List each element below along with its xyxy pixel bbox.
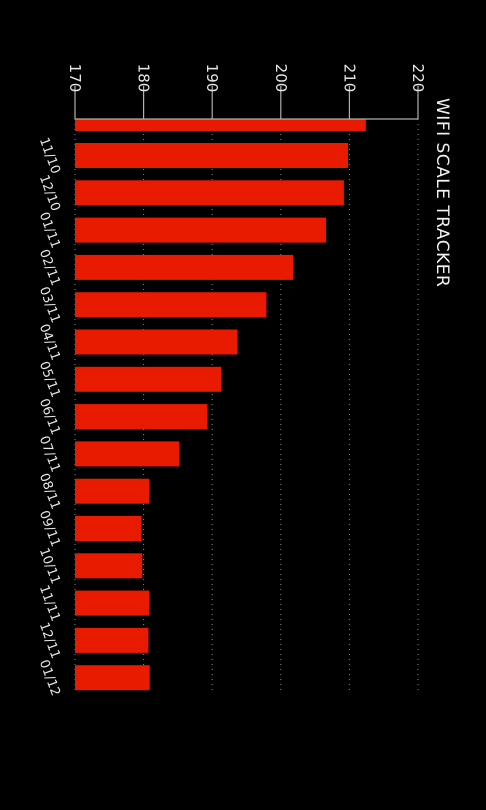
- bar: [75, 627, 149, 653]
- tick-label: 190: [203, 64, 221, 93]
- bar: [75, 292, 267, 318]
- bar: [74, 119, 366, 131]
- bar: [74, 665, 150, 691]
- bar: [74, 516, 142, 541]
- bar: [75, 366, 222, 392]
- bar: [75, 217, 327, 243]
- bar: [75, 404, 208, 430]
- bar: [75, 254, 294, 280]
- tick-label: 180: [135, 64, 153, 93]
- bar: [75, 329, 238, 355]
- tick-label: 220: [409, 64, 427, 93]
- plot-area: WIFI SCALE TRACKER 170 180 190 200 210 220 11…: [36, 64, 452, 698]
- bar: [75, 478, 150, 504]
- tick-label: 210: [340, 64, 358, 93]
- chart-title: WIFI SCALE TRACKER: [432, 98, 452, 287]
- bars: [74, 119, 366, 691]
- bar: [75, 590, 150, 616]
- bar: [75, 441, 180, 467]
- tick-label: 170: [66, 64, 84, 93]
- bar: [75, 553, 143, 579]
- bar: [75, 180, 344, 206]
- bar: [74, 143, 349, 168]
- tick-label: 200: [272, 64, 290, 93]
- value-axis-ticks: 170 180 190 200 210 220: [66, 64, 427, 119]
